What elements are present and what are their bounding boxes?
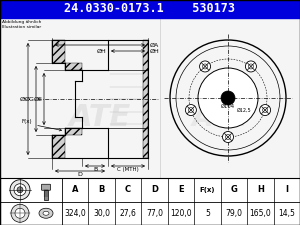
Text: ØA: ØA <box>150 43 159 47</box>
Text: 165,0: 165,0 <box>250 209 271 218</box>
Circle shape <box>245 61 256 72</box>
Text: ATE: ATE <box>69 104 131 133</box>
Text: 5: 5 <box>205 209 210 218</box>
Text: ATE: ATE <box>192 104 248 132</box>
Circle shape <box>200 61 211 72</box>
Text: I: I <box>285 185 288 194</box>
Text: ØE: ØE <box>34 97 43 101</box>
Bar <box>143 40 148 158</box>
Text: Ø104: Ø104 <box>221 104 235 108</box>
Ellipse shape <box>43 211 49 215</box>
Text: Ø12,5: Ø12,5 <box>237 108 252 112</box>
Circle shape <box>14 184 26 196</box>
Text: 324,0: 324,0 <box>64 209 86 218</box>
Text: ØH: ØH <box>150 49 160 54</box>
Text: 77,0: 77,0 <box>146 209 163 218</box>
Bar <box>0 18 300 178</box>
Circle shape <box>221 91 235 105</box>
Ellipse shape <box>39 208 53 218</box>
Circle shape <box>198 68 258 128</box>
Text: B: B <box>93 167 97 172</box>
Bar <box>52 135 65 158</box>
Text: 120,0: 120,0 <box>170 209 192 218</box>
Text: H: H <box>257 185 264 194</box>
Circle shape <box>185 105 197 116</box>
Text: F(x): F(x) <box>22 119 33 124</box>
Text: A: A <box>72 185 79 194</box>
Circle shape <box>11 204 29 222</box>
Text: 24.0330-0173.1    530173: 24.0330-0173.1 530173 <box>64 2 236 16</box>
Text: F(x): F(x) <box>200 187 215 193</box>
Bar <box>44 190 48 200</box>
Text: C (MTH): C (MTH) <box>117 167 139 172</box>
Bar <box>0 178 300 225</box>
Circle shape <box>17 187 23 193</box>
Text: G: G <box>230 185 237 194</box>
Text: 14,5: 14,5 <box>278 209 295 218</box>
Bar <box>52 40 65 63</box>
Circle shape <box>223 131 233 142</box>
Circle shape <box>10 180 30 200</box>
Text: D: D <box>78 172 82 177</box>
Bar <box>0 0 300 18</box>
Circle shape <box>15 208 25 218</box>
Circle shape <box>260 105 271 116</box>
Text: ØI: ØI <box>20 97 27 101</box>
Text: E: E <box>178 185 184 194</box>
Text: ØH: ØH <box>96 49 106 54</box>
Text: B: B <box>98 185 105 194</box>
Text: Abbildung ähnlich
Illustration similar: Abbildung ähnlich Illustration similar <box>2 20 41 29</box>
FancyBboxPatch shape <box>41 184 50 190</box>
Bar <box>65 128 82 135</box>
Text: 30,0: 30,0 <box>93 209 110 218</box>
Text: D: D <box>151 185 158 194</box>
Text: 27,6: 27,6 <box>120 209 136 218</box>
Text: C: C <box>125 185 131 194</box>
Text: ØG: ØG <box>25 97 35 101</box>
Text: 79,0: 79,0 <box>225 209 242 218</box>
Bar <box>65 63 82 70</box>
